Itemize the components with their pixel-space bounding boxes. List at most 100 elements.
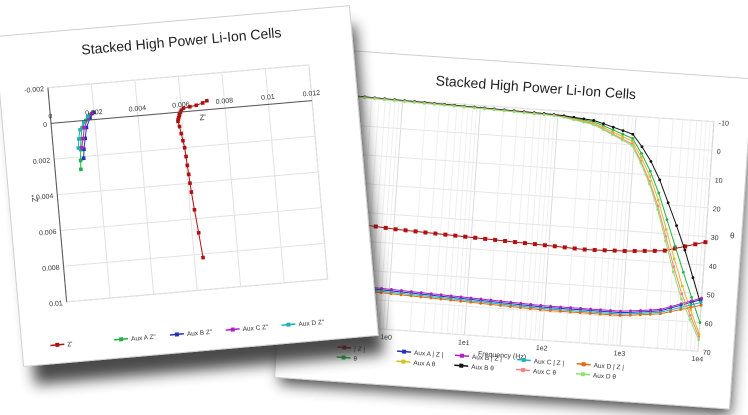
data-point-aux-a-z [78, 167, 83, 172]
data-point-aux-d [680, 297, 683, 301]
y-right-tick-label: 10 [715, 177, 723, 185]
data-point-aux-b [691, 276, 695, 280]
data-point-aux-b [658, 178, 662, 182]
data-point- [611, 128, 615, 132]
data-point-aux-d [688, 318, 692, 321]
data-point-aux-d-z [499, 304, 502, 307]
data-point-aux-c [680, 292, 684, 296]
data-point-aux-b-z [409, 290, 413, 293]
data-point-aux-b [592, 119, 596, 122]
legend-marker [401, 349, 407, 354]
data-point-aux-d-z [618, 314, 622, 317]
legend-label: Aux A | Z | [414, 350, 444, 359]
data-point-aux-b-z [700, 296, 703, 300]
data-point-z [492, 237, 498, 243]
data-point-aux-b-z [669, 305, 673, 308]
data-point-aux-d [482, 107, 486, 111]
legend-marker [521, 357, 526, 363]
data-point-aux-d-z [479, 301, 483, 305]
legend-label: Aux B θ [471, 364, 495, 373]
data-point-aux-a [630, 139, 634, 143]
data-point-z [201, 255, 205, 260]
data-point-z [180, 138, 185, 143]
legend-label: Z' [67, 341, 73, 348]
x-tick-label: 1e4 [691, 356, 703, 364]
y-gridline [66, 278, 328, 303]
x-axis-label: Frequency (Hz) [478, 351, 527, 361]
data-point-z [204, 98, 209, 103]
data-point-z [502, 238, 508, 244]
data-point-aux-d-z [628, 313, 632, 317]
data-point-aux-d-z [389, 292, 393, 296]
data-point-aux-b-z [579, 306, 582, 310]
legend-marker [401, 359, 406, 364]
x-tick-label: 0.008 [215, 97, 233, 106]
data-point-aux-b-z [609, 309, 612, 312]
data-point-aux-d-z [658, 312, 662, 316]
legend-marker [580, 372, 586, 377]
legend-label: Aux B Z" [187, 329, 214, 338]
data-point-aux-d [472, 106, 476, 110]
data-point-aux-a [621, 135, 625, 139]
data-point- [673, 244, 677, 248]
data-point-aux-d [423, 102, 426, 105]
data-point-aux-d-z [648, 312, 652, 316]
y-gridline [63, 242, 325, 267]
data-point-z [592, 247, 597, 253]
y-right-tick-label: -10 [719, 120, 730, 128]
data-point-aux-d [502, 109, 506, 113]
legend-marker [581, 362, 586, 367]
data-point-aux-b-z [539, 304, 543, 307]
data-point-aux-b [572, 115, 576, 119]
data-point-aux-a [664, 227, 668, 231]
data-point-aux-d-z [439, 297, 443, 301]
data-point-aux-d [442, 103, 446, 107]
x-tick-label: 1e0 [380, 334, 392, 342]
y-gridline [314, 237, 704, 266]
data-point-aux-d [572, 118, 576, 122]
data-point-aux-b-z [380, 286, 383, 290]
data-point-aux-d [363, 96, 367, 100]
data-point-aux-d [542, 113, 546, 117]
data-point-aux-d-z [689, 305, 693, 309]
series-line-z [316, 217, 706, 252]
data-point-aux-d [462, 105, 466, 109]
legend-label: Aux C θ [533, 368, 557, 377]
data-point-aux-d-z [558, 309, 562, 313]
data-point-z [196, 230, 201, 235]
data-point-aux-b-z [559, 305, 563, 309]
data-point-z [200, 100, 205, 105]
data-point-aux-d-z [459, 299, 463, 303]
series-line-aux-d [324, 93, 700, 340]
data-point-aux-b-z [419, 291, 423, 295]
data-point-aux-d [664, 239, 667, 243]
x-tick-label: 1e3 [613, 350, 625, 358]
data-point-aux-d-z [429, 296, 433, 300]
data-point-z [622, 248, 627, 254]
data-point-aux-b-z [599, 308, 602, 312]
data-point-aux-d-z [76, 137, 81, 141]
data-point-aux-b-z [81, 156, 86, 161]
data-point-aux-b [602, 122, 605, 126]
legend-marker [174, 332, 180, 337]
data-point-aux-d-z [409, 294, 413, 298]
data-point-aux-b-z [689, 299, 693, 303]
bode-plot-title: Stacked High Power Li-Ion Cells [435, 72, 636, 102]
data-point-z [184, 154, 189, 159]
y-right-tick-label: 60 [705, 321, 713, 329]
data-point-aux-b-z [639, 309, 642, 312]
data-point-aux-d-z [638, 313, 642, 317]
y-gridline [318, 180, 708, 209]
data-point-z [383, 225, 388, 231]
nyquist-plot-title: Stacked High Power Li-Ion Cells [81, 24, 282, 57]
data-point-aux-c [672, 265, 676, 269]
data-point-aux-d-z [419, 295, 423, 299]
data-point-aux-b-z [679, 302, 683, 306]
data-point- [621, 132, 625, 136]
data-point-aux-d-z [548, 309, 552, 312]
data-point-aux-c-z [89, 111, 94, 116]
data-point-aux-d-z [379, 291, 383, 295]
legend-label: Aux C Z" [242, 324, 269, 333]
data-point-aux-d-z [489, 303, 493, 306]
y-tick-label: 0.01 [49, 300, 63, 308]
